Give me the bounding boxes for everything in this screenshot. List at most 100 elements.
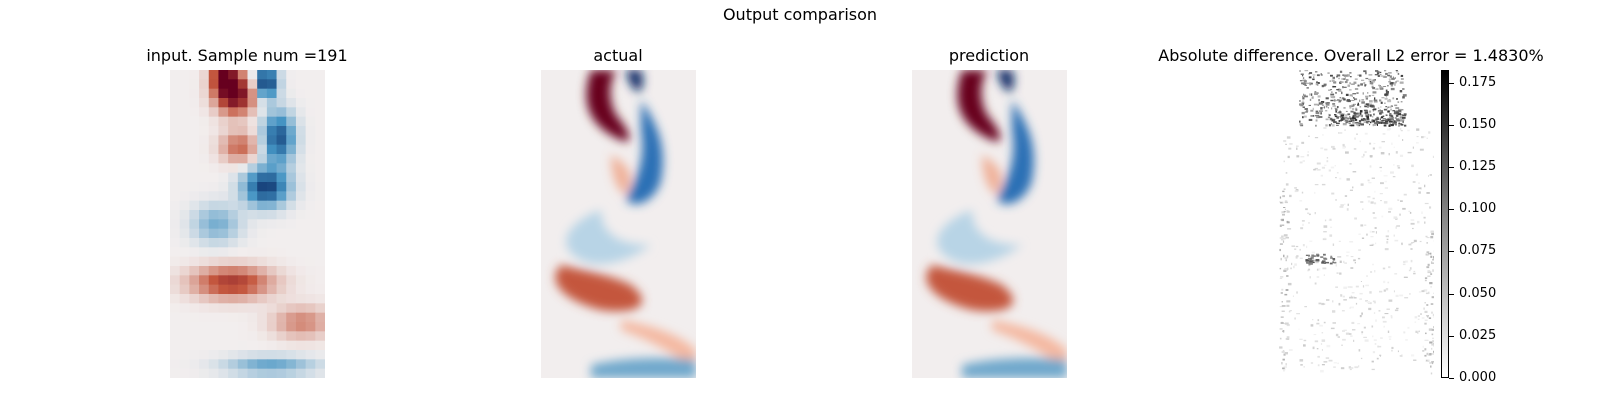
difference-speckle bbox=[1410, 222, 1415, 225]
difference-speckle bbox=[1391, 346, 1394, 349]
input-pixel bbox=[189, 340, 200, 351]
difference-speckle bbox=[1364, 104, 1366, 107]
difference-speckle bbox=[1292, 295, 1294, 297]
difference-speckle bbox=[1344, 262, 1347, 264]
difference-speckle bbox=[1410, 259, 1413, 263]
difference-speckle bbox=[1385, 114, 1389, 116]
difference-speckle bbox=[1402, 114, 1407, 117]
difference-speckle bbox=[1288, 311, 1291, 313]
difference-speckle bbox=[1354, 137, 1356, 140]
input-pixel bbox=[208, 182, 219, 192]
difference-speckle bbox=[1296, 145, 1299, 147]
difference-speckle bbox=[1286, 324, 1290, 327]
difference-speckle bbox=[1350, 306, 1354, 309]
difference-speckle bbox=[1335, 108, 1338, 111]
difference-speckle bbox=[1423, 136, 1426, 138]
difference-speckle bbox=[1314, 191, 1316, 194]
difference-speckle bbox=[1320, 369, 1324, 373]
difference-speckle bbox=[1387, 230, 1390, 233]
input-pixel bbox=[295, 200, 307, 211]
difference-speckle bbox=[1352, 104, 1355, 107]
input-pixel bbox=[305, 210, 316, 220]
input-pixel bbox=[286, 340, 297, 351]
difference-speckle bbox=[1373, 124, 1377, 126]
input-pixel bbox=[295, 163, 307, 174]
input-pixel bbox=[315, 210, 325, 220]
difference-speckle bbox=[1365, 77, 1369, 80]
input-pixel bbox=[315, 88, 325, 99]
difference-speckle bbox=[1381, 97, 1385, 99]
input-pixel bbox=[208, 294, 219, 304]
difference-speckle bbox=[1389, 83, 1394, 85]
difference-speckle bbox=[1364, 151, 1367, 153]
difference-speckle bbox=[1302, 223, 1304, 226]
difference-speckle bbox=[1302, 82, 1307, 85]
difference-speckle bbox=[1370, 236, 1374, 238]
difference-speckle bbox=[1300, 104, 1304, 107]
difference-speckle bbox=[1300, 364, 1303, 366]
difference-speckle bbox=[1295, 245, 1299, 248]
input-pixel bbox=[170, 219, 181, 230]
difference-speckle bbox=[1299, 359, 1304, 362]
input-pixel bbox=[295, 294, 307, 304]
input-pixel bbox=[179, 294, 190, 304]
difference-speckle bbox=[1337, 111, 1339, 114]
difference-speckle bbox=[1394, 117, 1397, 119]
difference-speckle bbox=[1352, 116, 1356, 119]
input-pixel bbox=[218, 284, 229, 295]
input-pixel bbox=[266, 266, 278, 276]
difference-speckle bbox=[1283, 140, 1287, 143]
difference-speckle bbox=[1303, 344, 1306, 347]
difference-speckle bbox=[1321, 339, 1326, 342]
input-pixel bbox=[266, 182, 278, 192]
input-pixel bbox=[170, 172, 181, 183]
input-pixel bbox=[218, 200, 229, 211]
difference-speckle bbox=[1390, 87, 1395, 91]
input-pixel bbox=[257, 107, 268, 118]
difference-speckle bbox=[1382, 133, 1386, 135]
input-pixel bbox=[247, 238, 258, 248]
difference-speckle bbox=[1314, 137, 1319, 139]
input-pixel bbox=[237, 154, 248, 164]
difference-speckle bbox=[1428, 291, 1430, 294]
difference-speckle bbox=[1368, 182, 1372, 184]
difference-speckle bbox=[1371, 231, 1375, 233]
difference-speckle bbox=[1354, 262, 1356, 264]
difference-speckle bbox=[1430, 303, 1434, 305]
difference-speckle bbox=[1384, 313, 1389, 315]
difference-speckle bbox=[1403, 193, 1407, 196]
difference-speckle bbox=[1361, 156, 1364, 158]
difference-speckle bbox=[1311, 96, 1314, 99]
difference-speckle bbox=[1370, 302, 1372, 305]
difference-speckle bbox=[1389, 116, 1391, 119]
difference-speckle bbox=[1385, 89, 1388, 92]
difference-speckle bbox=[1351, 296, 1355, 298]
input-pixel bbox=[208, 116, 219, 127]
difference-speckle bbox=[1372, 147, 1375, 150]
difference-speckle bbox=[1379, 112, 1382, 115]
difference-speckle bbox=[1353, 81, 1357, 84]
difference-speckle bbox=[1386, 308, 1390, 310]
input-pixel bbox=[237, 98, 248, 108]
difference-speckle bbox=[1352, 122, 1356, 124]
input-pixel bbox=[208, 238, 219, 248]
difference-speckle bbox=[1429, 341, 1433, 344]
input-pixel bbox=[199, 228, 210, 239]
input-pixel bbox=[199, 359, 210, 370]
difference-speckle bbox=[1283, 234, 1288, 237]
input-pixel bbox=[208, 312, 219, 323]
input-pixel bbox=[266, 359, 278, 370]
difference-speckle bbox=[1395, 81, 1397, 83]
difference-speckle bbox=[1421, 211, 1423, 214]
difference-speckle bbox=[1283, 254, 1285, 258]
input-pixel bbox=[237, 303, 248, 314]
difference-speckle bbox=[1338, 90, 1342, 92]
input-pixel bbox=[237, 331, 248, 342]
difference-speckle bbox=[1429, 282, 1433, 285]
difference-speckle bbox=[1321, 166, 1325, 169]
difference-speckle bbox=[1429, 362, 1433, 364]
difference-speckle bbox=[1338, 111, 1342, 114]
difference-speckle bbox=[1396, 225, 1400, 227]
difference-speckle bbox=[1380, 152, 1385, 155]
difference-speckle bbox=[1282, 190, 1285, 193]
